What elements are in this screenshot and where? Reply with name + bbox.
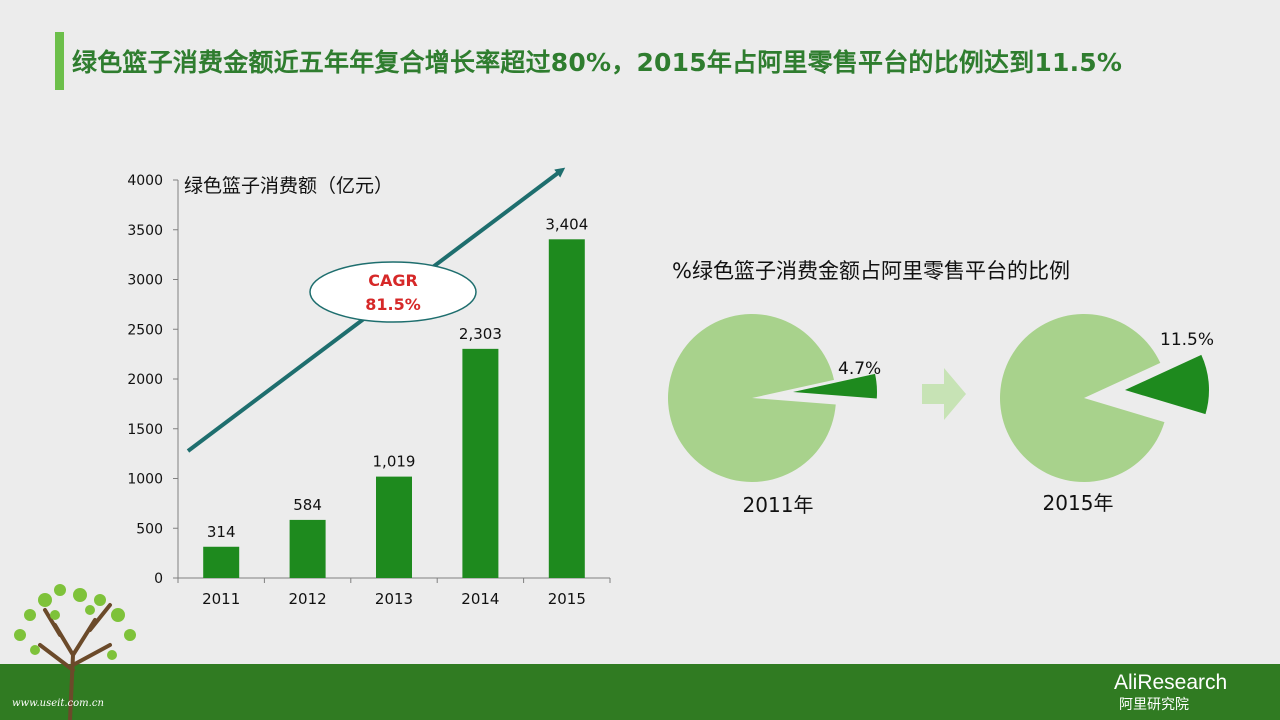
bar [289,519,326,578]
bar-data-label: 584 [293,496,322,514]
transition-arrow [922,368,966,420]
cagr-value: 81.5% [365,295,421,314]
y-tick-label: 4000 [127,173,163,189]
y-tick-label: 500 [136,521,163,537]
y-tick-label: 2500 [127,322,163,338]
page-title: 绿色篮子消费金额近五年年复合增长率超过80%，2015年占阿里零售平台的比例达到… [72,48,1123,77]
footer-band [0,664,1280,720]
pie-remainder-slice [668,313,836,482]
pie-section-title: %绿色篮子消费金额占阿里零售平台的比例 [672,259,1070,283]
bar-data-label: 2,303 [459,325,502,343]
pie-share-label: 4.7% [838,359,881,379]
tree-illustration [14,584,136,720]
y-tick-label: 3500 [127,223,163,239]
pie-year-label: 2015年 [1043,491,1114,515]
bar-data-label: 3,404 [545,215,588,233]
x-tick-label: 2011 [202,590,240,608]
pie-share-slice [793,373,878,399]
pie-year-label: 2011年 [743,493,814,517]
y-tick-label: 0 [154,571,163,587]
brand-subtitle: 阿里研究院 [1119,696,1189,712]
x-tick-label: 2013 [375,590,413,608]
bar [203,546,240,578]
y-tick-label: 2000 [127,372,163,388]
x-tick-label: 2014 [461,590,499,608]
y-tick-label: 3000 [127,273,163,289]
x-tick-label: 2012 [289,590,327,608]
pie-share-label: 11.5% [1160,330,1214,350]
bar [376,476,412,578]
watermark-text: www.useit.com.cn [12,698,104,709]
bar [462,348,499,578]
bar [548,239,585,578]
pie-remainder-slice [1000,313,1165,482]
bar-data-label: 1,019 [373,453,416,471]
chart-title: 绿色篮子消费额（亿元） [184,175,393,197]
title-accent-bar [55,32,64,90]
cagr-label: CAGR [368,271,418,290]
pie-share-slice [1125,354,1209,415]
bar-data-label: 314 [207,523,236,541]
y-tick-label: 1500 [127,422,163,438]
y-tick-label: 1000 [127,472,163,488]
cagr-ellipse [309,261,477,323]
brand-logo: AliResearch [1114,671,1228,694]
x-tick-label: 2015 [548,590,586,608]
